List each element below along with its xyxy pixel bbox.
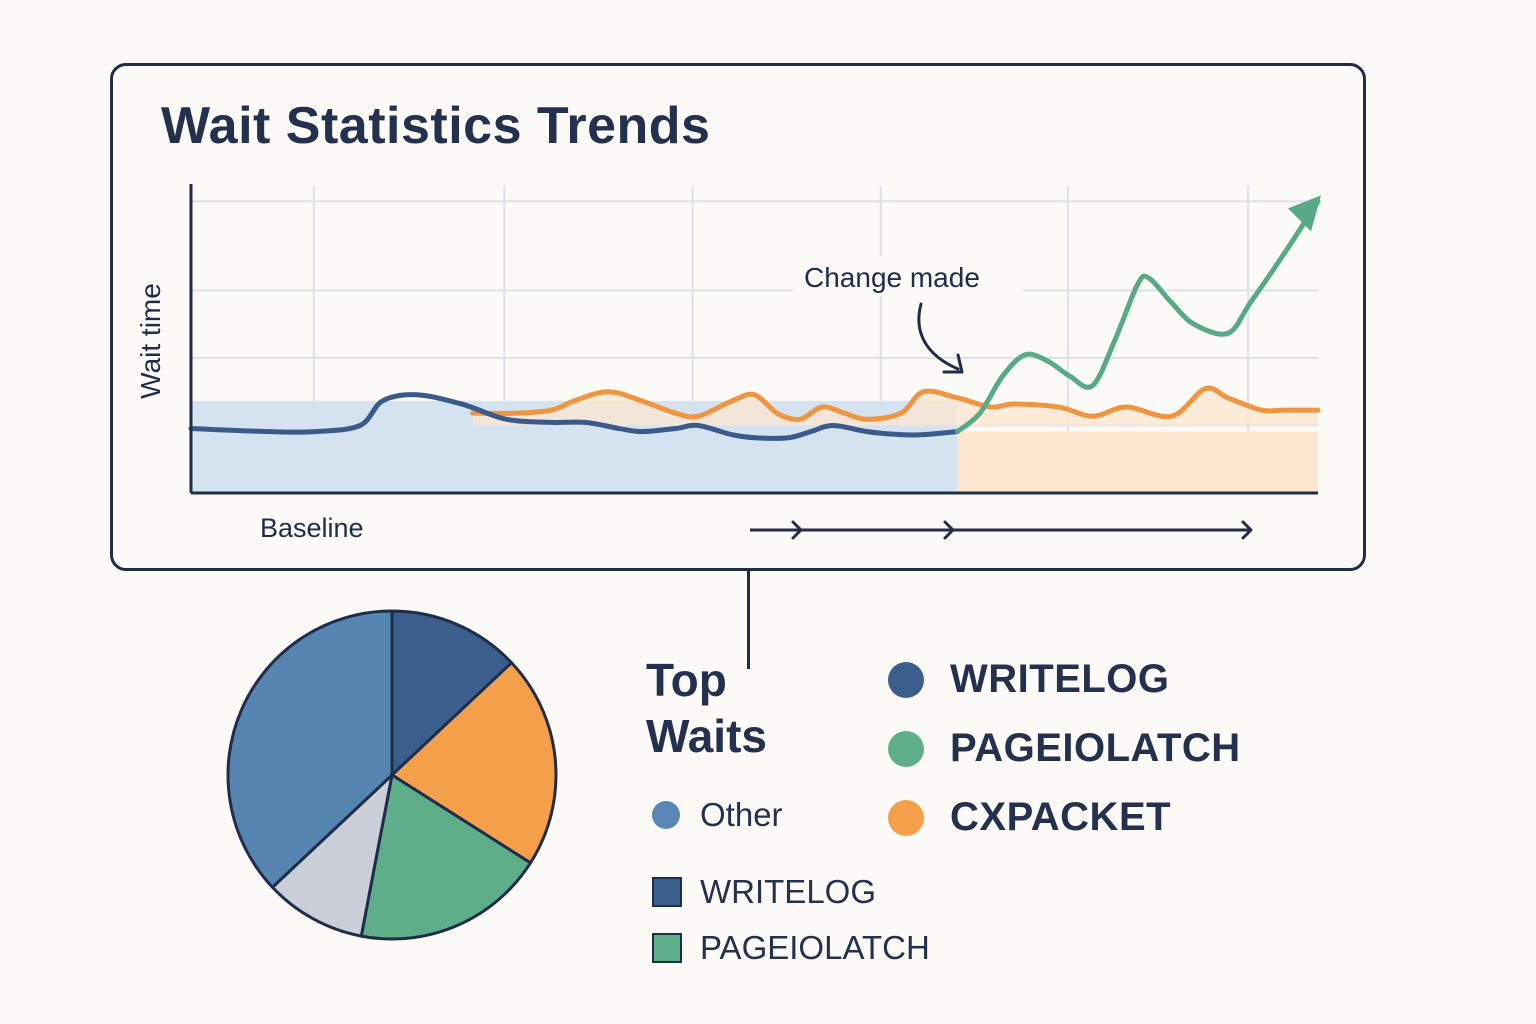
baseline-label: Baseline	[260, 513, 364, 543]
pie-slice-writelog	[390, 609, 514, 777]
pie-slice-pageiolatch	[359, 773, 532, 941]
legend-label: PAGEIOLATCH	[950, 726, 1241, 770]
legend-dot	[652, 801, 680, 829]
pie-slice-cxpacket	[390, 661, 558, 865]
area-after-fill	[957, 431, 1318, 493]
legend-dot	[888, 730, 924, 767]
legend-dot	[888, 661, 924, 698]
pie-slice-other	[226, 609, 394, 889]
legend-label: Other	[700, 796, 783, 833]
top-waits-title-word-1: Top	[646, 654, 727, 706]
connector-line	[747, 571, 750, 669]
annotation-arrow	[917, 302, 960, 371]
top-waits-pie	[226, 609, 558, 941]
annotation-change-made: Change made	[804, 262, 980, 293]
timeline-arrow	[1241, 520, 1253, 540]
top-waits-title: Top Waits	[646, 652, 767, 764]
orange-series-line	[470, 385, 1321, 423]
legend-item-pageiolatch: PAGEIOLATCH	[888, 726, 1241, 771]
legend-item-cxpacket: CXPACKET	[888, 795, 1171, 840]
legend-square	[652, 933, 682, 963]
legend-square-writelog: WRITELOG	[652, 873, 876, 911]
annotation-arrowhead	[942, 353, 964, 374]
legend-label: CXPACKET	[950, 795, 1172, 839]
y-axis-label: Wait time	[135, 283, 166, 399]
legend-square	[652, 877, 682, 907]
legend-item-writelog: WRITELOG	[888, 657, 1170, 702]
annotation-background	[793, 256, 1023, 296]
trend-chart: Wait time Baseline Change made	[135, 184, 1321, 543]
chart-title: Wait Statistics Trends	[161, 97, 711, 155]
legend-label: PAGEIOLATCH	[700, 929, 930, 966]
legend-square-pageiolatch: PAGEIOLATCH	[652, 929, 930, 967]
legend-label: WRITELOG	[700, 873, 877, 910]
green-series-line	[954, 198, 1321, 435]
trend-arrowhead	[1288, 195, 1321, 232]
pie-slice-unlabeled	[270, 773, 394, 938]
timeline-arrow	[791, 520, 803, 540]
top-waits-title-word-2: Waits	[646, 710, 767, 762]
timeline-arrow	[943, 520, 955, 540]
blue-series-line	[188, 392, 960, 441]
legend-label: WRITELOG	[950, 657, 1170, 701]
trend-panel: Wait Statistics Trends Wait time Baseline…	[110, 63, 1366, 571]
legend-dot	[888, 799, 924, 836]
legend-item-other: Other	[652, 796, 783, 834]
